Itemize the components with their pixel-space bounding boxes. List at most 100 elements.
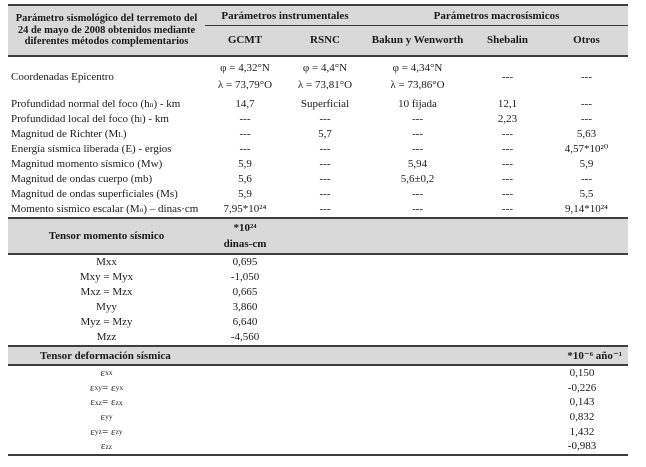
column-header-rsnc: RSNC	[310, 34, 340, 47]
group-header-instrumental: Parámetros instrumentales	[205, 6, 365, 26]
strain-tensor-row-exy: ε xy = ε yx -0,226	[8, 381, 628, 396]
cell-value: ---	[412, 128, 423, 140]
cell-value: 2,23	[497, 113, 518, 125]
moment-tensor-row-myy: Myy 3,860	[8, 300, 628, 315]
label-text: Magnitud momento sísmico (Mw)	[11, 158, 163, 170]
group-header-macroseismic: Parámetros macrosísmicos	[365, 6, 628, 26]
latitude-value: φ = 4,4°N	[302, 62, 348, 74]
strain-tensor-row-exx: ε xx 0,150	[8, 366, 628, 381]
strain-tensor-row-eyy: ε yy 0,832	[8, 410, 628, 425]
table-header-band: Parámetro sismológico del terremoto del …	[8, 4, 628, 57]
row-label: Magnitud de ondas superficiales (Ms)	[8, 187, 205, 202]
tensor-component-value: -1,050	[230, 271, 260, 283]
label-text: Momento sísmico escalar (M	[11, 203, 140, 215]
column-header-otros: Otros	[573, 34, 600, 47]
cell-value: ---	[581, 113, 592, 125]
cell-value: ---	[239, 113, 251, 125]
label-text: ) - km	[153, 98, 181, 110]
row-label: Momento sísmico escalar (M o) – dinas·cm	[11, 203, 199, 215]
moment-tensor-row-mxz: Mxz = Mzx 0,665	[8, 285, 628, 300]
spacer	[205, 395, 536, 410]
label-text: ) - km	[142, 113, 169, 125]
label-text: Profundidad local del foco (h	[11, 113, 140, 125]
tensor-component-label: Myy	[96, 301, 117, 313]
moment-tensor-row-myz: Myz = Mzy 6,640	[8, 315, 628, 330]
cell-value: ---	[502, 158, 513, 170]
cell-value: ---	[319, 173, 331, 185]
label-text: Magnitud de Richter (M	[11, 128, 119, 140]
moment-tensor-row-mxy: Mxy = Myx -1,050	[8, 270, 628, 285]
moment-tensor-row-mzz: Mzz -4,560	[8, 330, 628, 345]
tensor-component-value: 1,432	[569, 425, 595, 438]
table-row-body-wave-magnitude: Magnitud de ondas cuerpo (mb) 5,6 --- 5,…	[8, 172, 628, 187]
latitude-value: φ = 4,32°N	[220, 62, 270, 74]
latitude-value: φ = 4,34°N	[392, 62, 443, 74]
tensor-component-label: Mxy = Myx	[79, 271, 134, 283]
row-label: Energía sísmica liberada (E) - ergios	[8, 142, 205, 157]
cell-value: ---	[502, 188, 513, 200]
cell-otros-coordinates: ---	[545, 57, 628, 97]
longitude-value: λ = 73,86°O	[390, 79, 445, 91]
cell-value: ---	[502, 143, 513, 155]
cell-value: 5,94	[407, 158, 428, 170]
row-label: Magnitud momento sísmico (Mw)	[8, 157, 205, 172]
seismology-table: Parámetro sismológico del terremoto del …	[8, 4, 628, 457]
label-text: Magnitud de ondas cuerpo (mb)	[11, 173, 153, 185]
spacer	[205, 410, 536, 425]
table-row-depth-normal: Profundidad normal del foco (h n) - km 14…	[8, 97, 628, 112]
strain-tensor-unit: *10⁻⁶ año⁻¹	[567, 350, 622, 362]
spacer	[205, 366, 536, 381]
epsilon-symbol: ε	[100, 411, 106, 424]
table-row-moment-magnitude: Magnitud momento sísmico (Mw) 5,9 --- 5,…	[8, 157, 628, 172]
tensor-component-label: ε xx	[100, 367, 113, 379]
cell-value: ---	[502, 173, 513, 185]
tensor-component-label: Mzz	[96, 331, 117, 343]
table-row-scalar-moment: Momento sísmico escalar (M o) – dinas·cm …	[8, 202, 628, 217]
cell-value: 5,63	[576, 128, 597, 140]
table-row-seismic-energy: Energía sísmica liberada (E) - ergios --…	[8, 142, 628, 157]
column-header-shebalin: Shebalin	[487, 34, 528, 47]
epsilon-symbol: ε	[89, 381, 95, 394]
cell-value: 10 fijada	[398, 98, 437, 110]
tensor-component-value: 0,143	[569, 396, 595, 409]
unit-label: dinas-cm	[223, 238, 267, 250]
cell-value: 5,9	[238, 158, 252, 170]
longitude-value: λ = 73,81°O	[297, 79, 353, 91]
table-row-coordinates: Coordenadas Epicentro φ = 4,32°N λ = 73,…	[8, 57, 628, 97]
empty-value: ---	[502, 70, 513, 83]
spacer	[205, 425, 536, 440]
epsilon-symbol: = ε	[102, 425, 116, 438]
cell-value: ---	[502, 128, 513, 140]
cell-value: ---	[239, 143, 251, 155]
cell-value: ---	[319, 158, 331, 170]
cell-value: ---	[581, 173, 592, 185]
cell-value: ---	[319, 188, 331, 200]
epsilon-symbol: = ε	[102, 381, 116, 394]
tensor-component-label: Mxz = Mzx	[80, 286, 133, 298]
table-row-depth-local: Profundidad local del foco (h l) - km ---…	[8, 112, 628, 127]
label-text: ) – dinas·cm	[143, 203, 199, 215]
cell-value: ---	[502, 203, 513, 215]
cell-rsnc-coordinates: φ = 4,4°N λ = 73,81°O	[285, 57, 365, 97]
cell-value: 14,7	[235, 98, 255, 110]
cell-value: Superficial	[300, 98, 350, 110]
tensor-component-label: ε yz = ε zy	[90, 425, 123, 438]
tensor-component-value: 6,640	[232, 316, 258, 328]
tensor-component-value: -0,983	[567, 440, 597, 453]
cell-value: 5,9	[238, 188, 252, 200]
column-header-bakun-wenworth: Bakun y Wenworth	[371, 34, 464, 47]
row-label: Magnitud de ondas cuerpo (mb)	[8, 172, 205, 187]
table-row-richter-magnitude: Magnitud de Richter (M L) --- 5,7 --- ---…	[8, 127, 628, 142]
spacer	[205, 381, 536, 396]
label-text: Magnitud de ondas superficiales (Ms)	[11, 188, 178, 200]
cell-value: ---	[581, 98, 592, 110]
cell-value: 5,7	[318, 128, 332, 140]
epsilon-symbol: ε	[90, 425, 95, 438]
cell-value: 5,9	[579, 158, 594, 170]
row-label: Magnitud de Richter (M L)	[11, 128, 127, 140]
strain-tensor-row-ezz: ε zz -0,983	[8, 439, 628, 454]
cell-value: ---	[412, 188, 423, 200]
label-text: Energía sísmica liberada (E) - ergios	[11, 143, 172, 155]
cell-value: 5,5	[579, 188, 594, 200]
